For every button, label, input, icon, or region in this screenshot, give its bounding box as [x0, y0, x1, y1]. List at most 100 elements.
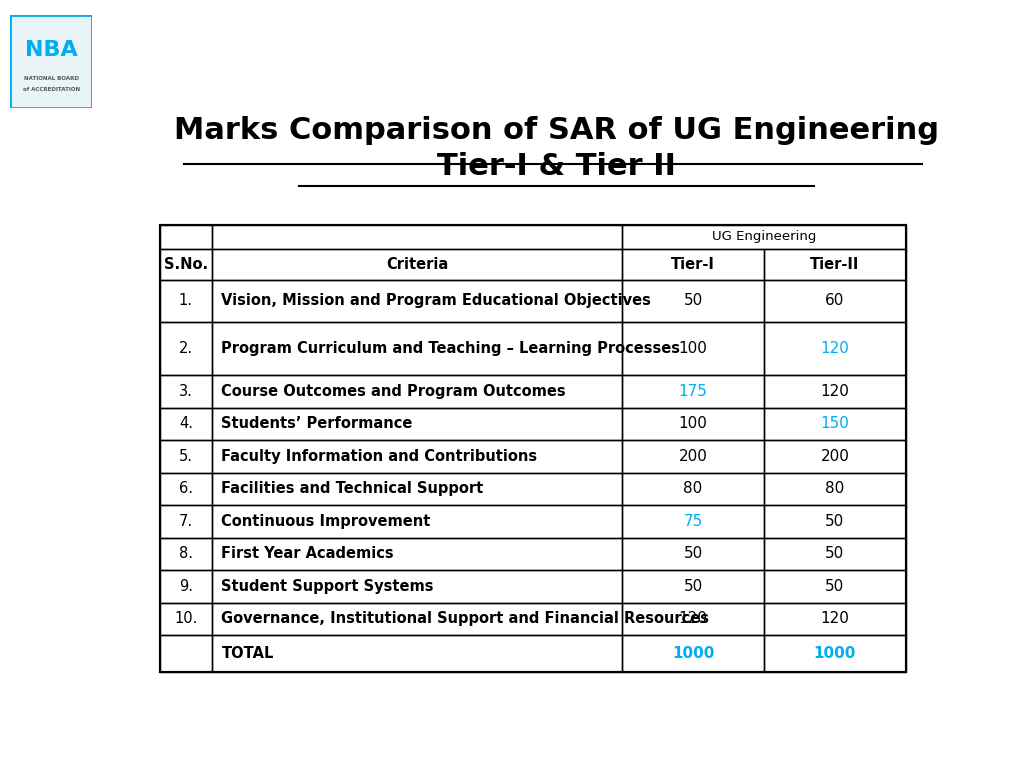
Text: 75: 75 — [683, 514, 702, 529]
Text: Marks Comparison of SAR of UG Engineering
Tier-I & Tier II: Marks Comparison of SAR of UG Engineerin… — [174, 116, 939, 180]
Text: 6.: 6. — [179, 482, 193, 496]
Bar — [160, 472, 212, 505]
Bar — [623, 570, 764, 603]
Bar — [160, 538, 212, 570]
Text: 120: 120 — [820, 384, 849, 399]
Text: Continuous Improvement: Continuous Improvement — [221, 514, 431, 529]
Text: 9.: 9. — [179, 579, 193, 594]
Text: 50: 50 — [825, 579, 845, 594]
Bar — [764, 408, 905, 440]
Text: 100: 100 — [679, 341, 708, 356]
Text: 150: 150 — [820, 416, 849, 432]
Bar — [212, 635, 623, 672]
Bar — [160, 280, 212, 322]
Text: 200: 200 — [820, 449, 849, 464]
Bar — [212, 408, 623, 440]
Bar — [160, 249, 212, 280]
Bar — [764, 635, 905, 672]
Text: 60: 60 — [825, 293, 845, 308]
Bar — [160, 635, 212, 672]
Text: Facilities and Technical Support: Facilities and Technical Support — [221, 482, 483, 496]
Text: 50: 50 — [683, 546, 702, 561]
Bar — [212, 322, 623, 375]
Bar — [764, 472, 905, 505]
Bar — [764, 603, 905, 635]
Text: 120: 120 — [820, 611, 849, 627]
Text: 8.: 8. — [179, 546, 193, 561]
Bar — [160, 225, 212, 249]
Bar — [764, 570, 905, 603]
Text: NBA: NBA — [25, 41, 78, 61]
Text: 50: 50 — [825, 546, 845, 561]
Bar — [623, 440, 764, 472]
Bar — [212, 603, 623, 635]
Text: Tier-I: Tier-I — [671, 257, 715, 272]
Text: 50: 50 — [683, 579, 702, 594]
Text: Vision, Mission and Program Educational Objectives: Vision, Mission and Program Educational … — [221, 293, 651, 308]
Bar — [623, 225, 906, 249]
Text: Students’ Performance: Students’ Performance — [221, 416, 413, 432]
Text: Program Curriculum and Teaching – Learning Processes: Program Curriculum and Teaching – Learni… — [221, 341, 681, 356]
Bar — [160, 505, 212, 538]
Bar — [160, 603, 212, 635]
Bar — [212, 225, 623, 249]
Bar — [160, 408, 212, 440]
Text: TOTAL: TOTAL — [221, 646, 273, 661]
Text: NATIONAL BOARD: NATIONAL BOARD — [24, 75, 79, 81]
Bar — [212, 249, 623, 280]
Bar — [623, 322, 764, 375]
Text: 120: 120 — [679, 611, 708, 627]
Bar — [212, 280, 623, 322]
Text: 1000: 1000 — [814, 646, 856, 661]
Bar — [764, 249, 905, 280]
Bar — [764, 538, 905, 570]
Bar — [623, 375, 764, 408]
Text: 120: 120 — [820, 341, 849, 356]
Text: 4.: 4. — [179, 416, 193, 432]
Text: 50: 50 — [683, 293, 702, 308]
Text: 5.: 5. — [179, 449, 193, 464]
Bar — [212, 375, 623, 408]
Text: Governance, Institutional Support and Financial Resources: Governance, Institutional Support and Fi… — [221, 611, 710, 627]
Text: 10.: 10. — [174, 611, 198, 627]
Bar — [764, 322, 905, 375]
Bar — [160, 570, 212, 603]
Bar — [160, 440, 212, 472]
Bar — [212, 505, 623, 538]
Text: 3.: 3. — [179, 384, 193, 399]
Text: S.No.: S.No. — [164, 257, 208, 272]
Text: Tier-II: Tier-II — [810, 257, 859, 272]
Bar — [623, 603, 764, 635]
Text: of ACCREDITATION: of ACCREDITATION — [23, 87, 80, 91]
Text: Student Support Systems: Student Support Systems — [221, 579, 434, 594]
Bar — [764, 280, 905, 322]
Bar — [623, 538, 764, 570]
Text: First Year Academics: First Year Academics — [221, 546, 394, 561]
Text: 1.: 1. — [179, 293, 193, 308]
Bar — [160, 322, 212, 375]
Bar — [623, 472, 764, 505]
Bar — [212, 570, 623, 603]
Bar — [764, 375, 905, 408]
Bar — [212, 538, 623, 570]
Text: 2.: 2. — [179, 341, 193, 356]
Bar — [623, 635, 764, 672]
Text: 100: 100 — [679, 416, 708, 432]
Bar — [623, 408, 764, 440]
Text: 50: 50 — [825, 514, 845, 529]
Text: 200: 200 — [679, 449, 708, 464]
Bar — [764, 505, 905, 538]
Text: Course Outcomes and Program Outcomes: Course Outcomes and Program Outcomes — [221, 384, 566, 399]
Bar — [623, 249, 764, 280]
Text: 80: 80 — [683, 482, 702, 496]
Bar — [212, 440, 623, 472]
Bar — [764, 440, 905, 472]
Bar — [212, 472, 623, 505]
Text: Faculty Information and Contributions: Faculty Information and Contributions — [221, 449, 538, 464]
Bar — [623, 505, 764, 538]
Text: UG Engineering: UG Engineering — [712, 230, 816, 243]
Text: 1000: 1000 — [672, 646, 715, 661]
Bar — [160, 375, 212, 408]
Text: 175: 175 — [679, 384, 708, 399]
Bar — [623, 280, 764, 322]
